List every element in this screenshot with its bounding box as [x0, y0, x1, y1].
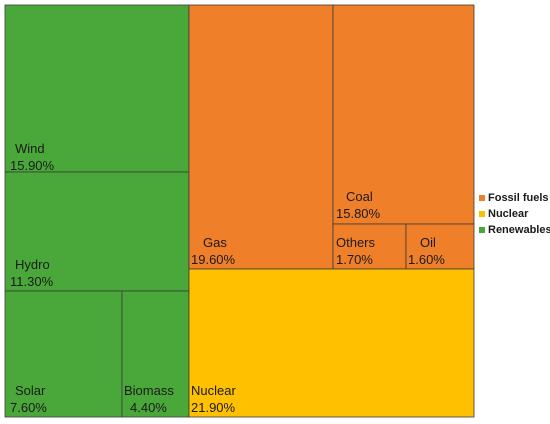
- tile-gas: [188, 4, 334, 270]
- tile-label-nuclear: Nuclear: [191, 383, 236, 398]
- legend-item-fossil-fuels: Fossil fuels: [479, 190, 550, 206]
- tile-value-oil: 1.60%: [408, 252, 445, 267]
- tile-label-solar: Solar: [15, 383, 46, 398]
- tile-value-solar: 7.60%: [10, 400, 47, 415]
- tile-value-others: 1.70%: [336, 252, 373, 267]
- tile-wind: [4, 4, 190, 173]
- tile-others: [332, 223, 407, 270]
- tile-value-wind: 15.90%: [10, 158, 55, 173]
- tile-value-hydro: 11.30%: [10, 274, 54, 289]
- tile-coal: [332, 4, 475, 225]
- chart-legend: Fossil fuels Nuclear Renewables: [479, 190, 550, 238]
- legend-swatch-renewables: [479, 227, 485, 233]
- legend-label-nuclear: Nuclear: [488, 208, 529, 220]
- tile-label-wind: Wind: [15, 141, 45, 156]
- tile-label-oil: Oil: [420, 235, 436, 250]
- tile-value-nuclear: 21.90%: [191, 400, 236, 415]
- legend-item-renewables: Renewables: [479, 222, 550, 238]
- tile-biomass: [121, 290, 190, 418]
- tile-hydro: [4, 171, 190, 292]
- tile-nuclear: [188, 268, 475, 418]
- tile-value-coal: 15.80%: [336, 206, 381, 221]
- tile-label-hydro: Hydro: [15, 257, 50, 272]
- tile-value-gas: 19.60%: [191, 252, 236, 267]
- tile-label-coal: Coal: [346, 189, 373, 204]
- legend-swatch-nuclear: [479, 211, 485, 217]
- tile-label-others: Others: [336, 235, 376, 250]
- tile-solar: [4, 290, 123, 418]
- legend-label-renewables: Renewables: [488, 224, 550, 236]
- tile-value-biomass: 4.40%: [130, 400, 167, 415]
- tile-label-biomass: Biomass: [124, 383, 174, 398]
- tile-label-gas: Gas: [203, 235, 227, 250]
- legend-swatch-fossil-fuels: [479, 195, 485, 201]
- legend-item-nuclear: Nuclear: [479, 206, 550, 222]
- legend-label-fossil-fuels: Fossil fuels: [488, 192, 549, 204]
